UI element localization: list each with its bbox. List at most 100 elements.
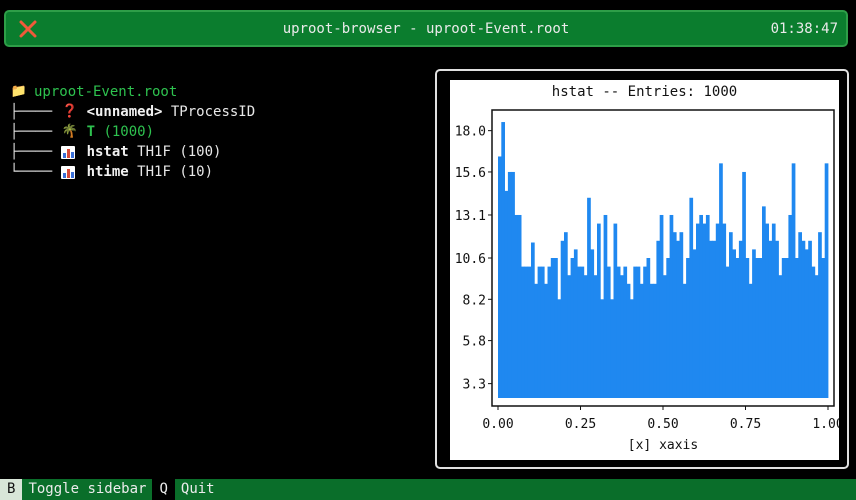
histogram-bar [821,258,826,398]
y-tick-label: 15.6 [455,166,486,181]
histogram-bar [682,283,687,398]
key-hint-q[interactable]: Q [152,479,175,500]
tree-item-name: T [86,124,96,140]
histogram-bar [603,214,608,398]
histogram-bar [531,242,535,398]
histogram-bar [540,266,545,398]
tree-item-htime[interactable]: └──── htime TH1F (10) [10,162,255,182]
histogram-bar [633,266,637,398]
histogram-bar [785,258,789,398]
histogram-bar [729,232,733,398]
histogram-bar [550,258,555,398]
folder-icon: 📁 [10,84,28,99]
histogram-bar [570,258,575,398]
histogram-bar [643,266,647,398]
histogram-bar [818,232,822,398]
y-tick-label: 18.0 [455,125,486,140]
x-axis-label: [x] xaxis [628,438,698,453]
close-icon[interactable] [18,19,38,39]
file-tree: 📁 uproot-Event.root ├──── ❓ <unnamed> TP… [10,82,255,182]
histogram-bar [600,299,604,398]
histogram-bar [781,258,786,398]
histogram-bar [804,249,809,398]
histogram-bar [646,258,651,398]
histogram-bar [623,266,628,398]
histogram-bar [590,249,595,398]
histogram-bar [636,266,641,398]
histogram-bar [524,266,529,398]
histogram-bar [735,258,740,398]
histogram-bar [666,258,670,398]
histogram-bar [725,266,730,398]
tree-item-unnamed[interactable]: ├──── ❓ <unnamed> TProcessID [10,102,255,122]
histogram-bar [808,240,812,398]
tree-item-hstat[interactable]: ├──── hstat TH1F (100) [10,142,255,162]
histogram-bar [613,223,618,398]
histogram-bar [564,232,568,398]
histogram-bar [738,240,743,398]
tree-guide: ├──── [10,104,61,120]
histogram-bar [501,122,505,398]
histogram-bar [597,223,601,398]
histogram-bar [798,232,802,398]
question-icon: ❓ [61,104,78,119]
histogram-bar [811,266,816,398]
y-tick-label: 13.1 [455,209,486,224]
histogram-bar [514,214,519,398]
histogram-bar [696,223,700,398]
histogram-bar [768,240,773,398]
histogram-bar [593,275,598,398]
histogram-bar [606,266,611,398]
histogram-bar [577,266,581,398]
x-tick-label: 0.75 [730,417,761,432]
histogram-bar [544,283,548,398]
histogram-bar [752,249,756,398]
tree-guide: └──── [10,164,61,180]
histogram-bar [507,171,512,398]
y-tick-label: 3.3 [463,378,486,393]
histogram-bar [715,223,720,398]
quit-label[interactable]: Quit [180,481,215,497]
histogram-bar [686,258,690,398]
histogram-bar [748,283,753,398]
histogram-bar [663,275,667,398]
histogram-bar [719,163,723,398]
histogram-bar [573,249,578,398]
histogram-bar [814,275,819,398]
histogram-bar [567,275,571,398]
histogram-bar [554,258,558,398]
histogram-bar [762,206,766,398]
tree-guide: ├──── [10,124,61,140]
histogram-bar [692,249,697,398]
status-bar: B Toggle sidebar Q Quit [0,479,856,500]
histogram-bar [527,266,532,398]
histogram-chart: hstat -- Entries: 1000 3.3 5.8 8.2 10.6 13.1 1… [455,84,844,453]
histogram-bar [534,283,538,398]
app-header: uproot-browser - uproot-Event.root 01:38… [4,10,848,47]
tree-item-name: hstat [86,144,129,160]
tree-item-name: <unnamed> [86,104,163,120]
tree-item-name: htime [86,164,129,180]
histogram-bar [775,240,779,398]
toggle-sidebar-label[interactable]: Toggle sidebar [28,481,147,497]
histogram-bar [679,232,684,398]
key-hint-b[interactable]: B [0,479,23,500]
histogram-bar [795,258,799,398]
histogram-icon [60,165,75,179]
histogram-bar [610,299,614,398]
histogram-bar [616,266,621,398]
tree-item-type: TProcessID [170,104,256,120]
tree-guide: ├──── [10,144,61,160]
histogram-bar [824,163,829,398]
x-tick-label: 0.25 [565,417,596,432]
histogram-bar [771,223,776,398]
histogram-bar [504,190,509,398]
histogram-bar [620,275,624,398]
histogram-bar [791,163,796,398]
tree-item-T[interactable]: ├──── 🌴 T (1000) [10,122,255,142]
tree-item-type: TH1F (100) [137,144,222,160]
tree-root-label: uproot-Event.root [34,84,178,100]
histogram-bar [732,249,736,398]
x-tick-label: 1.00 [812,417,839,432]
tree-root[interactable]: 📁 uproot-Event.root [10,82,255,102]
